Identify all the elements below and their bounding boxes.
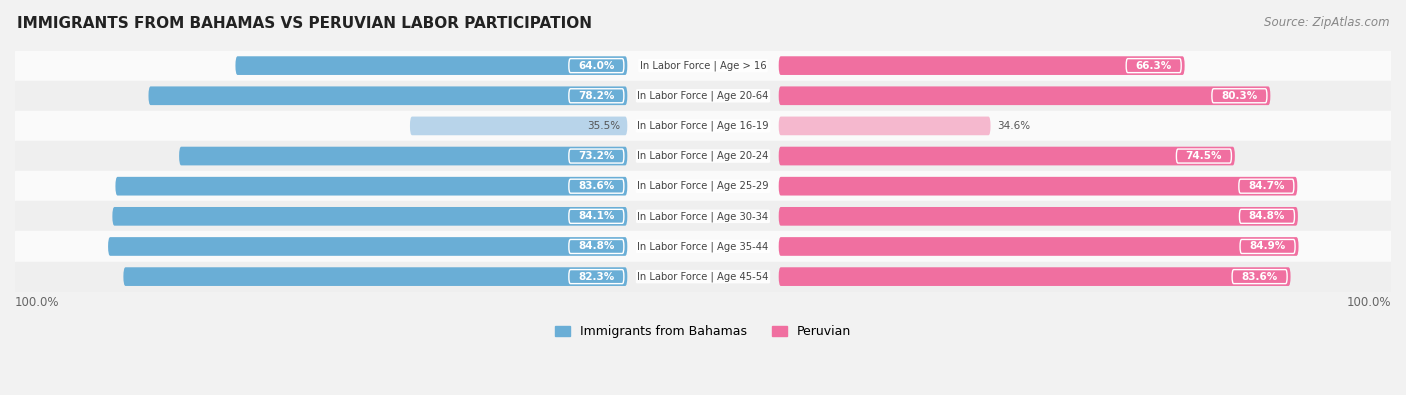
Text: 35.5%: 35.5% <box>588 121 620 131</box>
Bar <box>15 171 1391 201</box>
FancyBboxPatch shape <box>569 58 624 73</box>
FancyBboxPatch shape <box>1240 239 1295 254</box>
FancyBboxPatch shape <box>1239 179 1294 193</box>
Text: IMMIGRANTS FROM BAHAMAS VS PERUVIAN LABOR PARTICIPATION: IMMIGRANTS FROM BAHAMAS VS PERUVIAN LABO… <box>17 16 592 31</box>
FancyBboxPatch shape <box>779 267 1291 286</box>
Text: 78.2%: 78.2% <box>578 91 614 101</box>
Text: 100.0%: 100.0% <box>1347 296 1391 309</box>
Text: 73.2%: 73.2% <box>578 151 614 161</box>
Text: In Labor Force | Age 20-24: In Labor Force | Age 20-24 <box>637 151 769 161</box>
FancyBboxPatch shape <box>235 56 627 75</box>
Text: In Labor Force | Age 35-44: In Labor Force | Age 35-44 <box>637 241 769 252</box>
FancyBboxPatch shape <box>1232 270 1286 284</box>
Bar <box>15 141 1391 171</box>
Text: In Labor Force | Age 25-29: In Labor Force | Age 25-29 <box>637 181 769 192</box>
Bar <box>15 261 1391 292</box>
Legend: Immigrants from Bahamas, Peruvian: Immigrants from Bahamas, Peruvian <box>555 325 851 339</box>
FancyBboxPatch shape <box>1240 209 1295 223</box>
Text: 34.6%: 34.6% <box>997 121 1031 131</box>
FancyBboxPatch shape <box>569 179 624 193</box>
Text: In Labor Force | Age 20-64: In Labor Force | Age 20-64 <box>637 90 769 101</box>
FancyBboxPatch shape <box>779 237 1299 256</box>
Text: 84.9%: 84.9% <box>1250 241 1285 252</box>
FancyBboxPatch shape <box>149 87 627 105</box>
FancyBboxPatch shape <box>115 177 627 196</box>
Text: In Labor Force | Age 16-19: In Labor Force | Age 16-19 <box>637 120 769 131</box>
Text: 83.6%: 83.6% <box>1241 272 1278 282</box>
FancyBboxPatch shape <box>779 56 1185 75</box>
FancyBboxPatch shape <box>779 147 1234 166</box>
Text: 66.3%: 66.3% <box>1136 60 1171 71</box>
Bar <box>15 231 1391 261</box>
Text: 100.0%: 100.0% <box>15 296 59 309</box>
Bar <box>15 51 1391 81</box>
Text: In Labor Force | Age > 16: In Labor Force | Age > 16 <box>640 60 766 71</box>
FancyBboxPatch shape <box>411 117 627 135</box>
FancyBboxPatch shape <box>569 149 624 163</box>
Text: In Labor Force | Age 45-54: In Labor Force | Age 45-54 <box>637 271 769 282</box>
Text: Source: ZipAtlas.com: Source: ZipAtlas.com <box>1264 16 1389 29</box>
Text: 84.8%: 84.8% <box>578 241 614 252</box>
FancyBboxPatch shape <box>569 89 624 103</box>
Text: 64.0%: 64.0% <box>578 60 614 71</box>
Text: In Labor Force | Age 30-34: In Labor Force | Age 30-34 <box>637 211 769 222</box>
Text: 83.6%: 83.6% <box>578 181 614 191</box>
Bar <box>15 111 1391 141</box>
FancyBboxPatch shape <box>108 237 627 256</box>
FancyBboxPatch shape <box>1177 149 1232 163</box>
FancyBboxPatch shape <box>569 209 624 223</box>
FancyBboxPatch shape <box>1126 58 1181 73</box>
FancyBboxPatch shape <box>779 117 991 135</box>
FancyBboxPatch shape <box>569 239 624 254</box>
Text: 84.1%: 84.1% <box>578 211 614 221</box>
FancyBboxPatch shape <box>779 207 1298 226</box>
FancyBboxPatch shape <box>1212 89 1267 103</box>
FancyBboxPatch shape <box>779 87 1271 105</box>
Text: 82.3%: 82.3% <box>578 272 614 282</box>
FancyBboxPatch shape <box>569 270 624 284</box>
Bar <box>15 81 1391 111</box>
Text: 84.8%: 84.8% <box>1249 211 1285 221</box>
FancyBboxPatch shape <box>112 207 627 226</box>
FancyBboxPatch shape <box>179 147 627 166</box>
FancyBboxPatch shape <box>779 177 1298 196</box>
Text: 74.5%: 74.5% <box>1185 151 1222 161</box>
FancyBboxPatch shape <box>124 267 627 286</box>
Text: 84.7%: 84.7% <box>1249 181 1285 191</box>
Bar <box>15 201 1391 231</box>
Text: 80.3%: 80.3% <box>1222 91 1257 101</box>
